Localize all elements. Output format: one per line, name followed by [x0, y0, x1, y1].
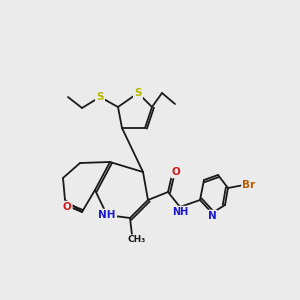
Text: O: O — [63, 202, 71, 212]
Text: O: O — [172, 167, 180, 177]
Text: N: N — [208, 211, 216, 221]
Text: CH₃: CH₃ — [128, 236, 146, 244]
Text: NH: NH — [172, 207, 188, 217]
Text: S: S — [134, 88, 142, 98]
Text: Br: Br — [242, 180, 256, 190]
Text: S: S — [96, 92, 104, 102]
Text: NH: NH — [98, 210, 116, 220]
